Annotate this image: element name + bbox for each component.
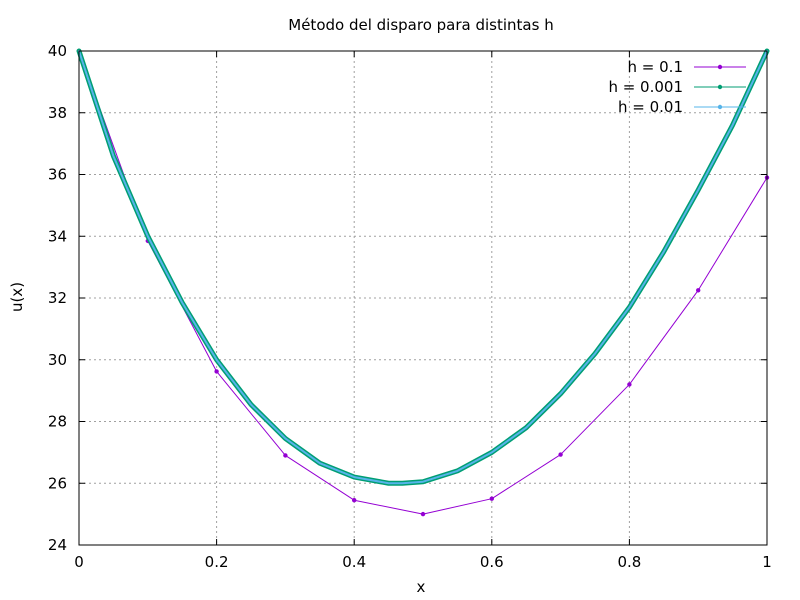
y-tick-label: 36 [48, 166, 67, 184]
data-point [283, 453, 288, 458]
y-tick-label: 40 [48, 42, 67, 60]
data-point [489, 496, 494, 501]
x-tick-label: 0.4 [342, 553, 366, 571]
y-axis-title: u(x) [8, 282, 26, 312]
y-tick-label: 24 [48, 536, 67, 554]
y-tick-label: 38 [48, 104, 67, 122]
y-tick-label: 30 [48, 351, 67, 369]
data-point [420, 511, 426, 517]
y-tick-label: 34 [48, 227, 67, 245]
series-line [78, 50, 768, 485]
legend-item: h = 0.1 [628, 58, 746, 76]
y-tick-label: 26 [48, 474, 67, 492]
y-tick-label: 28 [48, 413, 67, 431]
legend-label: h = 0.01 [618, 98, 683, 116]
data-point [214, 369, 219, 374]
x-axis-title: x [417, 578, 426, 596]
legend-marker [717, 104, 723, 110]
x-tick-label: 0.2 [205, 553, 229, 571]
ticks: 0 0.2 0.4 0.6 0.8 1 24 26 28 30 32 34 36 38 40 [48, 42, 772, 571]
data-point [696, 288, 701, 293]
x-tick-label: 1 [762, 553, 772, 571]
data-point [558, 452, 563, 457]
legend: h = 0.1 h = 0.001 h = 0.01 [608, 58, 746, 116]
legend-item: h = 0.001 [608, 78, 746, 96]
series-3 [78, 50, 768, 485]
legend-item: h = 0.01 [618, 98, 746, 116]
x-tick-label: 0.6 [480, 553, 504, 571]
x-tick-label: 0 [74, 553, 84, 571]
data-point [352, 498, 357, 503]
data-point [627, 382, 632, 387]
chart-title: Método del disparo para distintas h [288, 16, 553, 34]
legend-label: h = 0.1 [628, 58, 683, 76]
legend-marker [717, 64, 723, 70]
grid [79, 51, 767, 545]
series-layer [76, 48, 770, 517]
series-1 [76, 48, 770, 517]
y-tick-label: 32 [48, 289, 67, 307]
x-tick-label: 0.8 [617, 553, 641, 571]
legend-marker [717, 84, 723, 90]
legend-label: h = 0.001 [608, 78, 683, 96]
